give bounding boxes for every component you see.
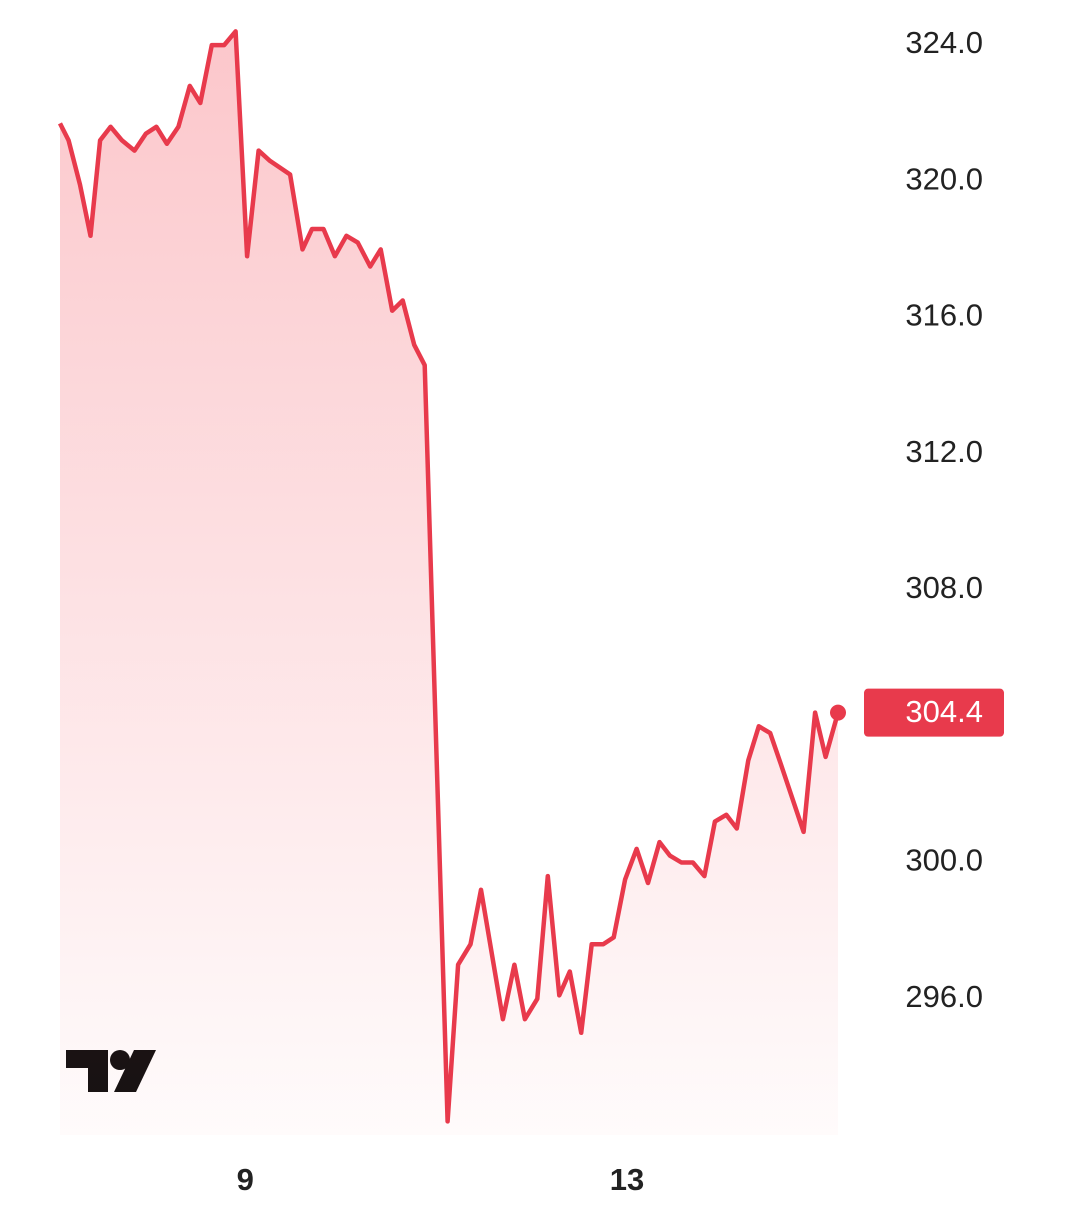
x-tick-label: 9: [237, 1162, 254, 1197]
y-tick-label: 308.0: [905, 570, 983, 605]
y-tick-label: 324.0: [905, 25, 983, 60]
last-value-label: 304.4: [905, 694, 983, 729]
y-tick-label: 316.0: [905, 298, 983, 333]
line: [57, 29, 841, 1124]
y-tick-label: 312.0: [905, 434, 983, 469]
x-tick-label: 13: [610, 1162, 644, 1197]
last-value-badge: [864, 688, 1004, 737]
area: [60, 31, 838, 1135]
y-tick-label: 296.0: [905, 979, 983, 1014]
y-tick-label: 320.0: [905, 161, 983, 196]
last-point: [830, 704, 846, 721]
y-tick-label: 300.0: [905, 843, 983, 878]
